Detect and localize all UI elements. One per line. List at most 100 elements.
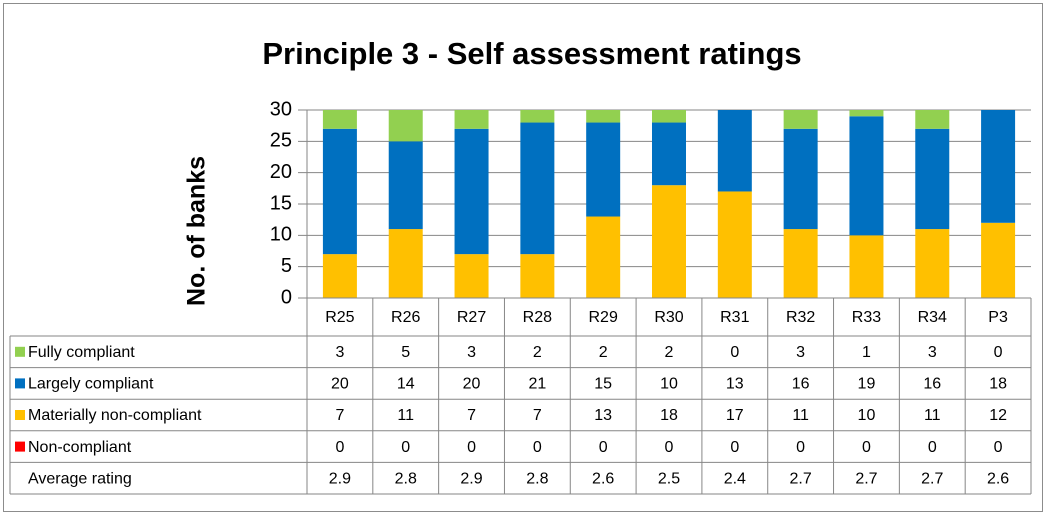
table-value: 18	[660, 407, 678, 424]
y-tick-label: 5	[281, 255, 292, 277]
y-tick-label: 25	[270, 130, 292, 152]
legend-label: Fully compliant	[28, 344, 135, 361]
table-value: 10	[858, 407, 876, 424]
table-value: 0	[335, 439, 344, 456]
x-tick-label: R28	[523, 309, 552, 326]
table-value: 19	[858, 376, 876, 393]
bar-segment	[783, 110, 818, 129]
bar-segment	[454, 110, 489, 129]
bar-segment	[454, 254, 489, 298]
table-value: 2.8	[395, 470, 417, 487]
table-value: 11	[792, 407, 809, 424]
bar-segment	[717, 110, 752, 192]
table-value: 0	[730, 439, 739, 456]
y-tick-label: 30	[270, 98, 292, 120]
bar-segment	[322, 254, 357, 298]
table-value: 2.8	[526, 470, 548, 487]
table-value: 3	[335, 344, 344, 361]
table-value: 18	[989, 376, 1007, 393]
table-value: 3	[928, 344, 937, 361]
table-value: 0	[599, 439, 608, 456]
table-value: 2.7	[790, 470, 812, 487]
table-value: 1	[862, 344, 871, 361]
table-value: 0	[665, 439, 674, 456]
table-value: 0	[730, 344, 739, 361]
table-value: 2	[599, 344, 608, 361]
table-value: 0	[796, 439, 805, 456]
bar-segment	[915, 128, 950, 230]
table-value: 0	[401, 439, 410, 456]
table-value: 3	[467, 344, 476, 361]
table-value: 0	[994, 344, 1003, 361]
bar-segment	[388, 229, 423, 298]
x-tick-label: R33	[852, 309, 881, 326]
legend-label: Non-compliant	[28, 439, 132, 456]
x-tick-label: R29	[589, 309, 618, 326]
table-value: 2	[665, 344, 674, 361]
table-value: 7	[335, 407, 344, 424]
bar-segment	[322, 110, 357, 129]
y-tick-label: 15	[270, 192, 292, 214]
table-value: 10	[660, 376, 678, 393]
bar-segment	[915, 229, 950, 298]
y-axis-label: No. of banks	[183, 156, 211, 306]
x-tick-label: R27	[457, 309, 486, 326]
table-value: 2.9	[329, 470, 351, 487]
chart-title: Principle 3 - Self assessment ratings	[262, 36, 801, 71]
x-tick-label: R25	[325, 309, 354, 326]
table-value: 2.7	[921, 470, 943, 487]
legend-label: Largely compliant	[28, 376, 154, 393]
table-value: 13	[594, 407, 612, 424]
table-value: 2.5	[658, 470, 680, 487]
x-tick-label: R32	[786, 309, 815, 326]
bar-segment	[915, 110, 950, 129]
table-value: 7	[467, 407, 476, 424]
bar-segment	[849, 235, 884, 298]
bar-segment	[981, 222, 1016, 298]
table-value: 0	[467, 439, 476, 456]
bar-segment	[717, 191, 752, 298]
table-value: 2.4	[724, 470, 746, 487]
bar-segment	[849, 116, 884, 236]
table-value: 15	[594, 376, 612, 393]
bar-segment	[520, 110, 555, 123]
table-value: 0	[862, 439, 871, 456]
y-tick-label: 0	[281, 286, 292, 308]
table-value: 2.9	[460, 470, 482, 487]
table-value: 12	[989, 407, 1007, 424]
bar-segment	[849, 110, 884, 117]
table-value: 20	[331, 376, 349, 393]
bar-segment	[586, 216, 621, 298]
table-value: 0	[994, 439, 1003, 456]
bar-segment	[981, 110, 1016, 223]
bar-segment	[454, 128, 489, 255]
table-row-label: Average rating	[28, 470, 132, 487]
legend-swatch	[15, 410, 25, 420]
y-tick-label: 10	[270, 224, 292, 246]
bar-segment	[322, 128, 357, 255]
table-value: 20	[463, 376, 481, 393]
x-tick-label: R34	[918, 309, 947, 326]
table-value: 2.6	[592, 470, 614, 487]
table-value: 7	[533, 407, 542, 424]
x-tick-label: R31	[720, 309, 749, 326]
bar-segment	[652, 122, 686, 186]
x-tick-label: R26	[391, 309, 420, 326]
y-tick-label: 20	[270, 161, 292, 183]
table-value: 0	[533, 439, 542, 456]
legend-swatch	[15, 346, 25, 357]
table-value: 2.7	[855, 470, 877, 487]
bar-segment	[388, 110, 423, 142]
table-value: 17	[726, 407, 744, 424]
bar-segment	[783, 229, 818, 298]
table-value: 16	[792, 376, 810, 393]
bar-segment	[388, 141, 423, 230]
table-value: 13	[726, 376, 744, 393]
bar-segment	[520, 254, 555, 298]
bar-segment	[586, 110, 621, 123]
table-value: 2	[533, 344, 542, 361]
x-tick-label: P3	[988, 309, 1008, 326]
bar-segment	[586, 122, 621, 217]
legend-swatch	[15, 441, 25, 452]
